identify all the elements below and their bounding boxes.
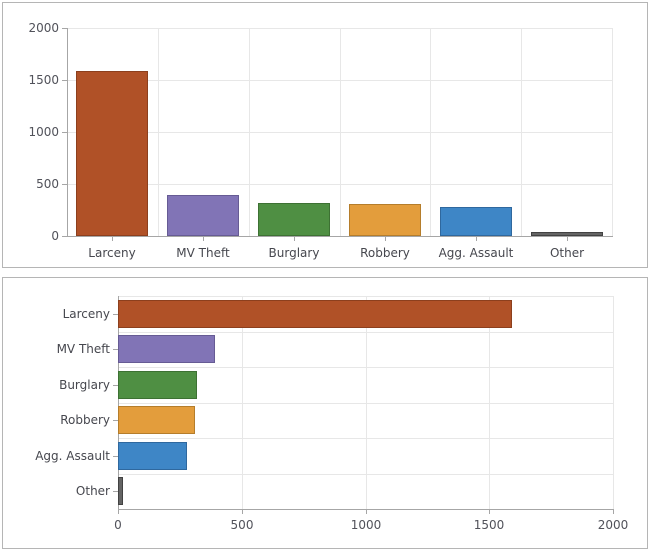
gridline-1500 — [489, 296, 490, 509]
y-axis-tick — [113, 349, 118, 350]
category-label-burglary: Burglary — [268, 246, 320, 260]
gridline-category-boundary — [249, 28, 250, 236]
bar-chart-panel: 0 500 1000 1500 2000 Larceny MV Theft Burglary R… — [2, 277, 648, 549]
y-axis-tick — [113, 456, 118, 457]
category-label-robbery: Robbery — [60, 413, 110, 427]
y-axis-tick — [113, 385, 118, 386]
y-axis-tick — [62, 184, 67, 185]
gridline-1000 — [366, 296, 367, 509]
bar-mv-theft[interactable] — [167, 195, 239, 236]
hbar-agg-assault[interactable] — [118, 442, 187, 470]
gridline-category-boundary — [158, 28, 159, 236]
y-axis-tick — [62, 80, 67, 81]
x-axis-tick — [112, 237, 113, 241]
category-label-mv-theft: MV Theft — [56, 342, 110, 356]
gridline-500 — [67, 184, 612, 185]
x-axis-line — [67, 236, 613, 237]
x-tick-label-500: 500 — [230, 518, 254, 532]
y-tick-label-0: 0 — [51, 229, 59, 243]
y-axis-tick — [113, 491, 118, 492]
gridline-1500 — [67, 80, 612, 81]
x-axis-tick — [366, 510, 367, 514]
y-tick-label-1500: 1500 — [28, 73, 59, 87]
gridline-category-boundary — [612, 28, 613, 236]
x-axis-tick — [294, 237, 295, 241]
category-label-agg-assault: Agg. Assault — [35, 449, 110, 463]
y-axis-tick — [113, 314, 118, 315]
hbar-robbery[interactable] — [118, 406, 195, 434]
gridline-row-boundary — [118, 474, 613, 475]
hbar-larceny[interactable] — [118, 300, 512, 328]
category-label-larceny: Larceny — [88, 246, 136, 260]
category-label-larceny: Larceny — [62, 307, 110, 321]
category-label-mv-theft: MV Theft — [176, 246, 230, 260]
gridline-2000 — [613, 296, 614, 509]
y-axis-tick — [62, 132, 67, 133]
x-axis-tick — [385, 237, 386, 241]
x-axis-tick — [613, 510, 614, 514]
hbar-burglary[interactable] — [118, 371, 197, 399]
hbar-mv-theft[interactable] — [118, 335, 215, 363]
y-axis-line — [67, 28, 68, 236]
x-axis-tick — [242, 510, 243, 514]
x-axis-line — [118, 509, 614, 510]
gridline-1000 — [67, 132, 612, 133]
category-label-burglary: Burglary — [59, 378, 110, 392]
x-axis-tick — [489, 510, 490, 514]
gridline-category-boundary — [340, 28, 341, 236]
bar-larceny[interactable] — [76, 71, 148, 236]
gridline-row-boundary — [118, 438, 613, 439]
y-axis-tick — [62, 236, 67, 237]
y-axis-tick — [113, 420, 118, 421]
category-label-agg-assault: Agg. Assault — [438, 246, 514, 260]
gridline-2000 — [67, 28, 612, 29]
x-tick-label-2000: 2000 — [597, 518, 629, 532]
y-tick-label-500: 500 — [36, 177, 59, 191]
hbar-other[interactable] — [118, 477, 123, 505]
x-tick-label-1000: 1000 — [350, 518, 382, 532]
gridline-category-boundary — [521, 28, 522, 236]
category-label-robbery: Robbery — [360, 246, 410, 260]
gridline-row-boundary — [118, 296, 613, 297]
x-axis-tick — [203, 237, 204, 241]
gridline-row-boundary — [118, 403, 613, 404]
category-label-other: Other — [75, 484, 110, 498]
bar-agg-assault[interactable] — [440, 207, 512, 236]
gridline-category-boundary — [430, 28, 431, 236]
y-tick-label-2000: 2000 — [28, 21, 59, 35]
gridline-row-boundary — [118, 367, 613, 368]
gridline-500 — [242, 296, 243, 509]
x-axis-tick — [567, 237, 568, 241]
bar-burglary[interactable] — [258, 203, 330, 236]
y-tick-label-1000: 1000 — [28, 125, 59, 139]
category-label-other: Other — [549, 246, 585, 260]
column-chart-panel: 0 500 1000 1500 2000 Larceny MV Theft Burglary R… — [2, 2, 648, 268]
x-axis-tick — [476, 237, 477, 241]
x-tick-label-0: 0 — [114, 518, 122, 532]
gridline-row-boundary — [118, 332, 613, 333]
y-axis-tick — [62, 28, 67, 29]
bar-robbery[interactable] — [349, 204, 421, 236]
y-axis-line — [118, 296, 119, 509]
bar-other[interactable] — [531, 232, 603, 236]
x-tick-label-1500: 1500 — [473, 518, 505, 532]
x-axis-tick — [118, 510, 119, 514]
